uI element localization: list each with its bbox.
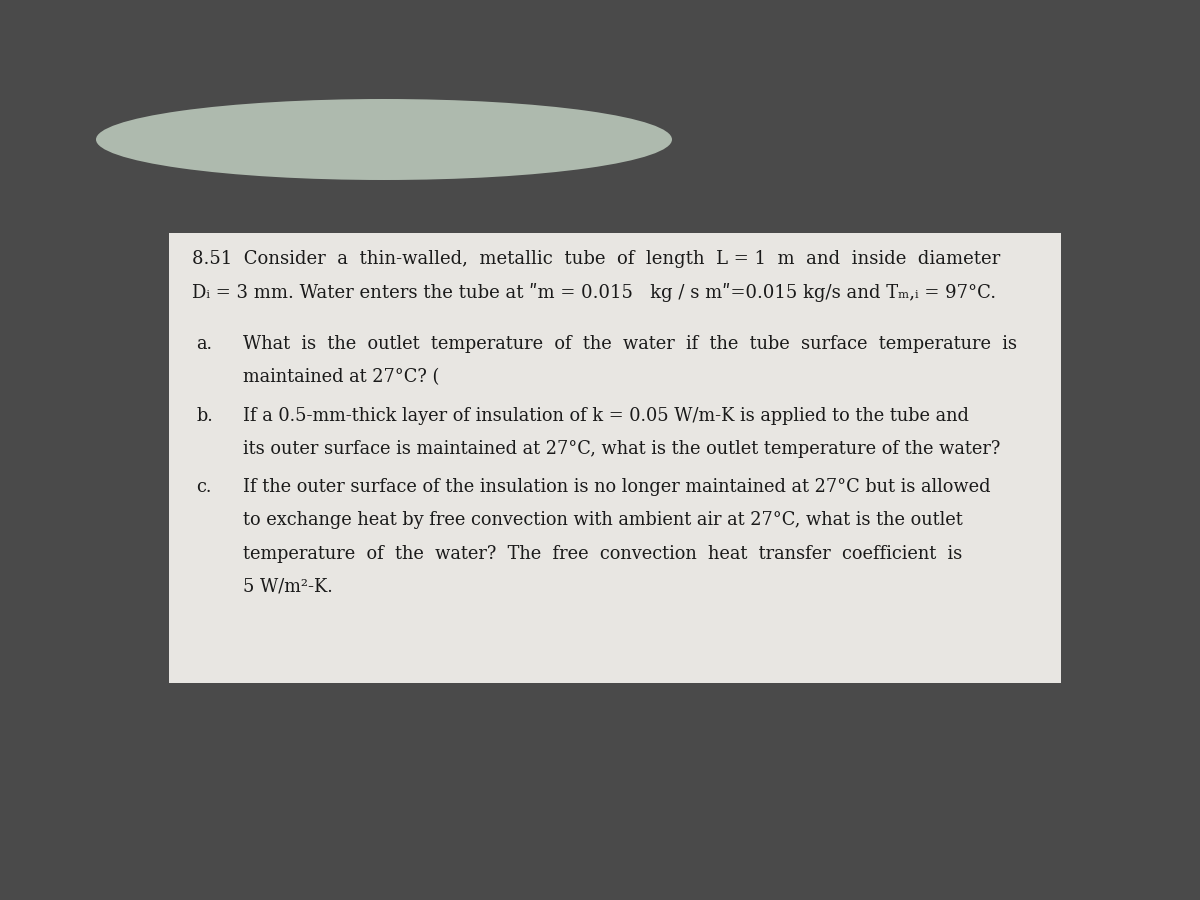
Text: maintained at 27°C? (: maintained at 27°C? ( [242, 369, 439, 387]
Text: c.: c. [197, 478, 212, 496]
Text: Dᵢ = 3 mm. Water enters the tube at ʺm = 0.015   kg / s mʺ=0.015 kg/s and Tₘ,ᵢ =: Dᵢ = 3 mm. Water enters the tube at ʺm =… [192, 284, 996, 302]
FancyBboxPatch shape [168, 233, 1062, 683]
Text: a.: a. [197, 336, 212, 354]
Ellipse shape [96, 99, 672, 180]
Text: What  is  the  outlet  temperature  of  the  water  if  the  tube  surface  temp: What is the outlet temperature of the wa… [242, 336, 1018, 354]
Text: to exchange heat by free convection with ambient air at 27°C, what is the outlet: to exchange heat by free convection with… [242, 511, 962, 529]
Text: temperature  of  the  water?  The  free  convection  heat  transfer  coefficient: temperature of the water? The free conve… [242, 544, 962, 562]
Text: 8.51  Consider  a  thin-walled,  metallic  tube  of  length  L = 1  m  and  insi: 8.51 Consider a thin-walled, metallic tu… [192, 250, 1000, 268]
Text: its outer surface is maintained at 27°C, what is the outlet temperature of the w: its outer surface is maintained at 27°C,… [242, 440, 1001, 458]
Text: b.: b. [197, 407, 214, 425]
Text: If the outer surface of the insulation is no longer maintained at 27°C but is al: If the outer surface of the insulation i… [242, 478, 990, 496]
Text: 5 W/m²-K.: 5 W/m²-K. [242, 578, 332, 596]
Text: If a 0.5-mm-thick layer of insulation of k = 0.05 W/m-K is applied to the tube a: If a 0.5-mm-thick layer of insulation of… [242, 407, 968, 425]
